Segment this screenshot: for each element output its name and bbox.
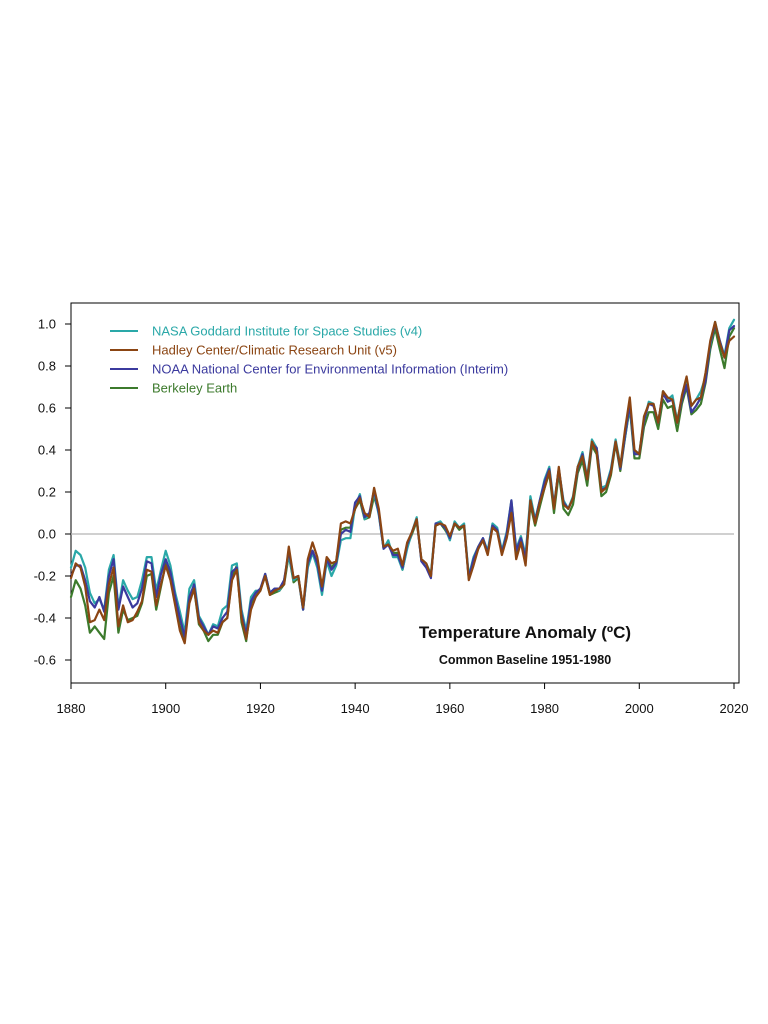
legend-label: NOAA National Center for Environmental I… [152, 362, 508, 377]
x-tick-label: 1980 [530, 701, 559, 716]
y-axis: 1.0 0.8 0.6 0.4 0.2 0.0 -0.2 -0.4 -0.6 [34, 317, 71, 668]
y-tick-label: -0.6 [34, 653, 56, 668]
y-tick-label: 0.6 [38, 401, 56, 416]
series-line-2 [69, 320, 736, 645]
chart-subtitle: Common Baseline 1951-1980 [439, 653, 611, 667]
x-tick-label: 1940 [341, 701, 370, 716]
chart-title: Temperature Anomaly (ºC) [419, 623, 631, 642]
legend-label: Hadley Center/Climatic Research Unit (v5… [152, 343, 397, 358]
legend-label: Berkeley Earth [152, 381, 237, 396]
x-tick-label: 1880 [57, 701, 86, 716]
x-tick-label: 1960 [435, 701, 464, 716]
y-tick-label: -0.4 [34, 611, 56, 626]
x-axis: 1880 1900 1920 1940 1960 1980 2000 2020 [57, 683, 749, 716]
y-tick-label: 0.8 [38, 359, 56, 374]
y-tick-label: 0.2 [38, 485, 56, 500]
legend-label: NASA Goddard Institute for Space Studies… [152, 324, 422, 339]
plot-frame [70, 302, 740, 684]
legend: NASA Goddard Institute for Space Studies… [110, 324, 508, 396]
series-lines [69, 318, 736, 645]
y-tick-label: 0.4 [38, 443, 56, 458]
y-tick-label: 0.0 [38, 527, 56, 542]
y-tick-label: -0.2 [34, 569, 56, 584]
x-tick-label: 2020 [720, 701, 749, 716]
x-tick-label: 1900 [151, 701, 180, 716]
x-tick-label: 2000 [625, 701, 654, 716]
x-tick-label: 1920 [246, 701, 275, 716]
y-tick-label: 1.0 [38, 317, 56, 332]
